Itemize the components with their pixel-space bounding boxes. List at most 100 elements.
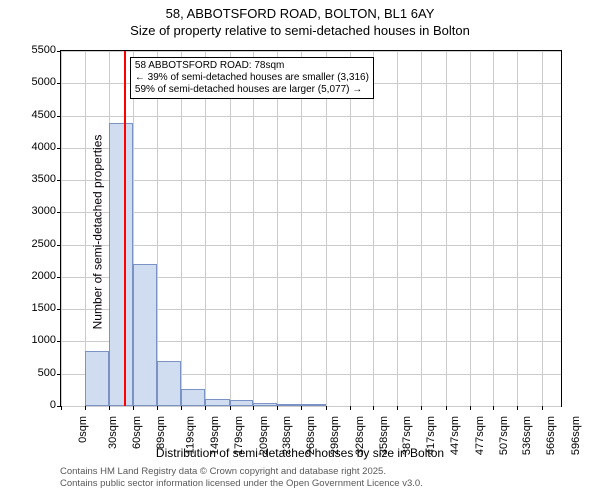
gridline-v <box>61 51 62 406</box>
y-tick-label: 4500 <box>32 109 56 121</box>
x-tick-mark <box>205 406 206 410</box>
gridline-h <box>61 148 561 149</box>
y-tick-label: 5000 <box>32 76 56 88</box>
footer-line-1: Contains HM Land Registry data © Crown c… <box>60 466 386 477</box>
gridline-v <box>230 51 231 406</box>
histogram-bar <box>181 389 205 406</box>
title-line-2: Size of property relative to semi-detach… <box>130 23 470 38</box>
x-tick-mark <box>517 406 518 410</box>
footer-line-2: Contains public sector information licen… <box>60 478 423 489</box>
gridline-v <box>517 51 518 406</box>
gridline-v <box>277 51 278 406</box>
annotation-line-3: 59% of semi-detached houses are larger (… <box>135 84 369 96</box>
plot-area: 58 ABBOTSFORD ROAD: 78sqm← 39% of semi-d… <box>60 50 562 407</box>
x-tick-label: 566sqm <box>546 416 558 455</box>
x-tick-label: 328sqm <box>354 416 366 455</box>
gridline-h <box>61 245 561 246</box>
x-tick-mark <box>397 406 398 410</box>
x-tick-mark <box>326 406 327 410</box>
chart-container: 58, ABBOTSFORD ROAD, BOLTON, BL1 6AY Siz… <box>0 0 600 500</box>
gridline-v <box>157 51 158 406</box>
histogram-bar <box>157 361 181 406</box>
x-tick-mark <box>253 406 254 410</box>
histogram-bar <box>85 351 109 406</box>
x-tick-mark <box>181 406 182 410</box>
x-tick-label: 417sqm <box>425 416 437 455</box>
y-axis-title: Number of semi-detached properties <box>90 135 104 330</box>
gridline-v <box>542 51 543 406</box>
y-tick-label: 3500 <box>32 173 56 185</box>
annotation-box: 58 ABBOTSFORD ROAD: 78sqm← 39% of semi-d… <box>130 57 374 99</box>
x-tick-label: 238sqm <box>281 416 293 455</box>
histogram-bar <box>205 399 229 406</box>
y-tick-label: 500 <box>38 367 56 379</box>
y-tick-label: 2500 <box>32 238 56 250</box>
gridline-v <box>421 51 422 406</box>
x-tick-label: 298sqm <box>329 416 341 455</box>
gridline-h <box>61 212 561 213</box>
x-tick-mark <box>493 406 494 410</box>
footer-attribution: Contains HM Land Registry data © Crown c… <box>60 466 423 490</box>
x-tick-mark <box>542 406 543 410</box>
x-tick-label: 447sqm <box>450 416 462 455</box>
histogram-bar <box>253 403 277 406</box>
x-tick-mark <box>446 406 447 410</box>
x-tick-mark <box>157 406 158 410</box>
x-tick-label: 119sqm <box>184 416 196 454</box>
x-tick-label: 60sqm <box>131 416 143 449</box>
chart-title: 58, ABBOTSFORD ROAD, BOLTON, BL1 6AY Siz… <box>0 0 600 40</box>
y-tick-label: 0 <box>50 399 56 411</box>
x-tick-label: 89sqm <box>155 416 167 449</box>
histogram-bar <box>109 123 132 406</box>
x-tick-label: 0sqm <box>77 416 89 443</box>
x-tick-mark <box>109 406 110 410</box>
x-tick-label: 209sqm <box>258 416 270 455</box>
gridline-v <box>493 51 494 406</box>
x-tick-mark <box>470 406 471 410</box>
x-tick-label: 596sqm <box>570 416 582 455</box>
histogram-bar <box>301 404 325 406</box>
gridline-h <box>61 51 561 52</box>
gridline-v <box>301 51 302 406</box>
gridline-v <box>446 51 447 406</box>
y-tick-label: 2000 <box>32 270 56 282</box>
x-tick-label: 477sqm <box>474 416 486 455</box>
marker-line <box>124 51 126 406</box>
x-tick-mark <box>421 406 422 410</box>
x-tick-mark <box>230 406 231 410</box>
y-tick-label: 1000 <box>32 334 56 346</box>
gridline-v <box>350 51 351 406</box>
x-tick-label: 179sqm <box>233 416 245 455</box>
gridline-h <box>61 180 561 181</box>
title-line-1: 58, ABBOTSFORD ROAD, BOLTON, BL1 6AY <box>166 6 435 21</box>
gridline-v <box>397 51 398 406</box>
gridline-v <box>373 51 374 406</box>
gridline-h <box>61 406 561 407</box>
annotation-line-1: 58 ABBOTSFORD ROAD: 78sqm <box>135 60 369 72</box>
gridline-v <box>181 51 182 406</box>
gridline-v <box>326 51 327 406</box>
x-tick-mark <box>61 406 62 410</box>
x-tick-label: 149sqm <box>209 416 221 455</box>
gridline-v <box>253 51 254 406</box>
x-tick-label: 30sqm <box>107 416 119 449</box>
y-tick-label: 5500 <box>32 44 56 56</box>
gridline-v <box>205 51 206 406</box>
gridline-v <box>470 51 471 406</box>
y-tick-label: 3000 <box>32 205 56 217</box>
x-tick-label: 358sqm <box>378 416 390 455</box>
x-tick-label: 507sqm <box>498 416 510 455</box>
x-tick-label: 268sqm <box>305 416 317 455</box>
gridline-h <box>61 116 561 117</box>
x-tick-mark <box>301 406 302 410</box>
y-tick-label: 4000 <box>32 141 56 153</box>
x-tick-mark <box>350 406 351 410</box>
x-tick-mark <box>85 406 86 410</box>
histogram-bar <box>277 404 301 406</box>
x-tick-label: 387sqm <box>401 416 413 455</box>
histogram-bar <box>133 264 157 406</box>
x-tick-mark <box>133 406 134 410</box>
x-tick-label: 536sqm <box>521 416 533 455</box>
x-tick-mark <box>373 406 374 410</box>
histogram-bar <box>230 400 253 406</box>
